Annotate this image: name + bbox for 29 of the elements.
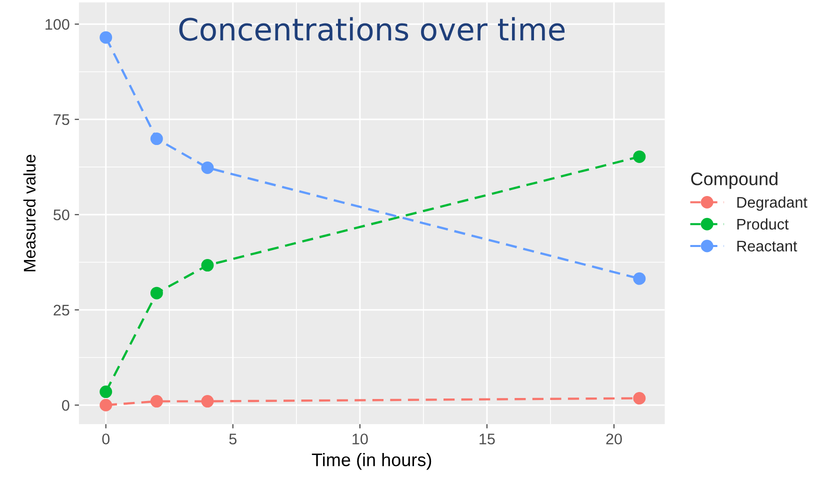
- point: [100, 31, 112, 44]
- point: [100, 398, 112, 412]
- point: [150, 395, 163, 408]
- point: [633, 150, 646, 163]
- legend-label: Degradant: [737, 196, 808, 211]
- y-tick-label: 25: [54, 304, 70, 316]
- x-tick-label: 20: [606, 434, 622, 444]
- point: [633, 272, 646, 285]
- point: [633, 392, 646, 405]
- y-axis-title: Measured value: [23, 154, 36, 272]
- x-tick-label: 15: [480, 434, 495, 444]
- y-tick-label: 75: [54, 114, 70, 126]
- legend-label: Reactant: [737, 240, 798, 252]
- chart-title: Concentrations over time: [179, 17, 565, 41]
- y-tick-label: 50: [54, 209, 70, 220]
- point: [100, 386, 112, 398]
- x-tick-label: 0: [102, 434, 110, 444]
- point: [201, 259, 214, 272]
- legend-label: Product: [737, 218, 789, 230]
- legend-title: Compound: [691, 172, 778, 189]
- point: [201, 162, 214, 174]
- point: [150, 132, 163, 146]
- x-tick-label: 10: [352, 434, 368, 444]
- y-tick-label: 0: [62, 400, 70, 411]
- x-tick-label: 5: [229, 434, 237, 444]
- point: [201, 395, 214, 408]
- y-tick-label: 100: [46, 18, 70, 30]
- x-axis-title: Time (in hours): [312, 452, 432, 470]
- point: [150, 286, 163, 300]
